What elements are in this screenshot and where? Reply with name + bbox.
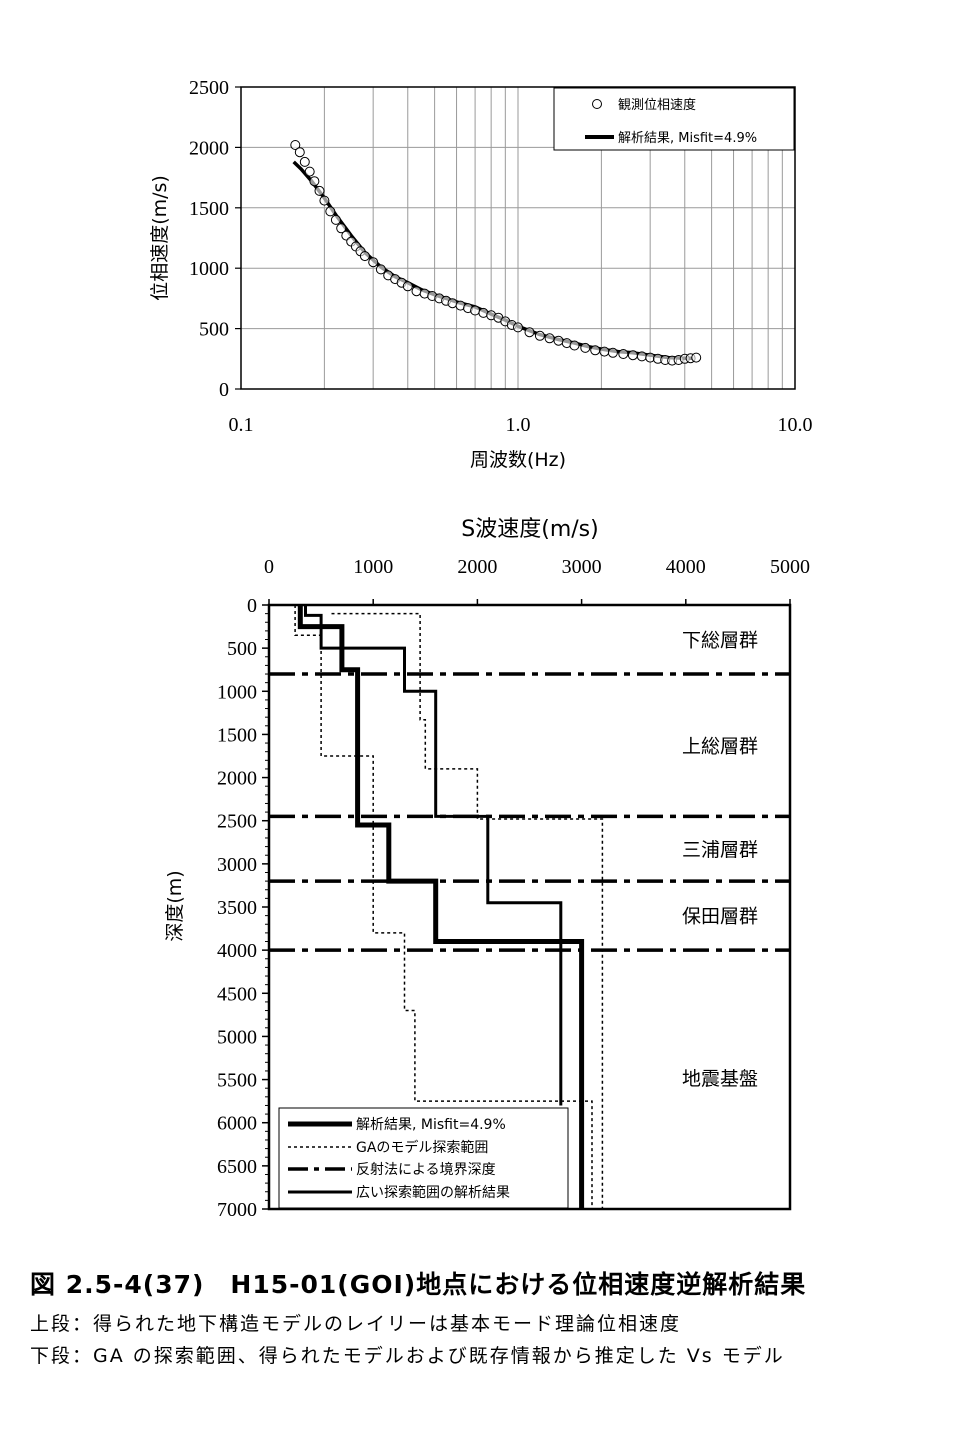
bottom-ytick-label: 5500 (217, 1070, 257, 1092)
observed-point (368, 257, 379, 268)
top-data-marks (290, 140, 702, 366)
observed-point (618, 349, 629, 359)
top-ytick-label: 500 (199, 319, 229, 341)
observed-point (607, 347, 618, 358)
figure-caption-line1: 上段：得られた地下構造モデルのレイリーは基本モード理論位相速度 (30, 1313, 682, 1335)
bottom-legend: 解析結果, Misfit=4.9% GAのモデル探索範囲 反射法による境界深度 … (278, 1107, 569, 1209)
bottom-xtick-label: 5000 (770, 556, 810, 578)
top-ytick-label: 1500 (189, 198, 229, 220)
bottom-plot-frame (267, 603, 792, 1211)
bottom-ytick-label: 2500 (217, 811, 257, 833)
observed-point (636, 351, 647, 362)
observed-point (580, 342, 591, 353)
bottom-ytick-label: 1500 (217, 724, 257, 746)
layer-label: 地震基盤 (682, 1068, 758, 1090)
legend-range-label: GAのモデル探索範囲 (356, 1139, 488, 1156)
bottom-ytick-label: 3000 (217, 854, 257, 876)
observed-point (470, 305, 481, 316)
bottom-ticks: 0 1000 2000 3000 4000 5000 0 500 1000 1500 2000 250… (217, 556, 810, 1221)
wide-search-result (304, 605, 563, 1106)
observed-point (534, 330, 545, 341)
legend-boundary-label: 反射法による境界深度 (356, 1162, 496, 1178)
figure-caption-title: 図 2.5-4(37) H15-01(GOI)地点における位相速度逆解析結果 (30, 1270, 807, 1299)
bottom-ytick-label: 5000 (217, 1026, 257, 1048)
top-ytick-label: 0 (219, 379, 229, 401)
top-ytick-label: 1000 (189, 258, 229, 280)
bottom-xtick-label: 1000 (353, 556, 393, 578)
legend-observed-label: 観測位相速度 (618, 97, 696, 113)
observed-point (304, 166, 315, 177)
legend-result-label: 解析結果, Misfit=4.9% (356, 1117, 506, 1133)
top-ytick-label: 2500 (189, 77, 229, 99)
search-range-upper (331, 612, 604, 1209)
bottom-ytick-label: 3500 (217, 897, 257, 919)
observed-point (330, 214, 341, 225)
observed-point (411, 286, 422, 297)
vs-profile-chart: S波速度(m/s) 0 1000 2000 3000 4000 5000 0 500 1000 1… (164, 517, 810, 1221)
bottom-ylabel: 深度(m) (164, 870, 186, 941)
observed-point (299, 156, 310, 167)
bottom-ytick-label: 0 (247, 595, 257, 617)
observed-point (325, 206, 336, 217)
observed-point (544, 333, 555, 344)
legend-wide-label: 広い探索範囲の解析結果 (356, 1184, 510, 1201)
phase-velocity-chart: 0 500 1000 1500 2000 2500 0.1 1.0 10.0 周波数(Hz) 位… (149, 77, 813, 471)
bottom-ytick-label: 7000 (217, 1199, 257, 1221)
top-ticks: 0 500 1000 1500 2000 2500 0.1 1.0 10.0 (189, 77, 813, 436)
observed-point (319, 195, 330, 206)
layer-label: 下総層群 (682, 630, 758, 652)
bottom-xtick-label: 4000 (666, 556, 706, 578)
figure-caption-line2: 下段：GA の探索範囲、得られたモデルおよび既存情報から推定した Vs モデル (30, 1345, 785, 1367)
top-xtick-label: 10.0 (778, 414, 813, 436)
observed-point (553, 335, 564, 346)
bottom-title: S波速度(m/s) (461, 517, 598, 542)
layer-label: 三浦層群 (682, 839, 758, 861)
analysis-result (297, 605, 585, 1209)
bottom-data-marks (269, 605, 790, 1209)
bottom-xtick-label: 3000 (562, 556, 602, 578)
top-ytick-label: 2000 (189, 137, 229, 159)
observed-point (359, 251, 370, 262)
legend-fit-label: 解析結果, Misfit=4.9% (618, 131, 757, 146)
observed-point (627, 350, 638, 361)
observed-point (599, 346, 610, 357)
observed-point (309, 176, 320, 187)
observed-point (294, 147, 305, 158)
bottom-ytick-label: 4500 (217, 983, 257, 1005)
observed-point (375, 264, 386, 275)
observed-point (290, 140, 301, 150)
observed-point (513, 322, 523, 333)
layer-label: 保田層群 (682, 906, 758, 928)
bottom-xtick-label: 2000 (457, 556, 497, 578)
layer-label: 上総層群 (682, 736, 758, 758)
observed-point (336, 223, 347, 234)
bottom-ytick-label: 6500 (217, 1156, 257, 1178)
observed-point (402, 281, 413, 292)
bottom-ytick-label: 4000 (217, 940, 257, 962)
bottom-xtick-label: 0 (264, 556, 274, 578)
top-xtick-label: 1.0 (506, 414, 531, 436)
top-legend-box (553, 87, 795, 151)
top-ylabel: 位相速度(m/s) (149, 175, 171, 301)
observed-point (569, 340, 580, 351)
top-xlabel: 周波数(Hz) (470, 449, 566, 471)
observed-point (590, 345, 601, 356)
observed-point (524, 327, 535, 338)
bottom-ytick-label: 2000 (217, 768, 257, 790)
bottom-ytick-label: 1000 (217, 681, 257, 703)
observed-point (314, 185, 325, 196)
bottom-ytick-label: 500 (227, 638, 257, 660)
legend-observed-marker (592, 99, 602, 109)
observed-point (691, 352, 702, 363)
top-xtick-label: 0.1 (229, 414, 254, 436)
top-plot-frame (240, 86, 796, 390)
bottom-ytick-label: 6000 (217, 1113, 257, 1135)
top-legend: 観測位相速度 解析結果, Misfit=4.9% (553, 87, 795, 151)
